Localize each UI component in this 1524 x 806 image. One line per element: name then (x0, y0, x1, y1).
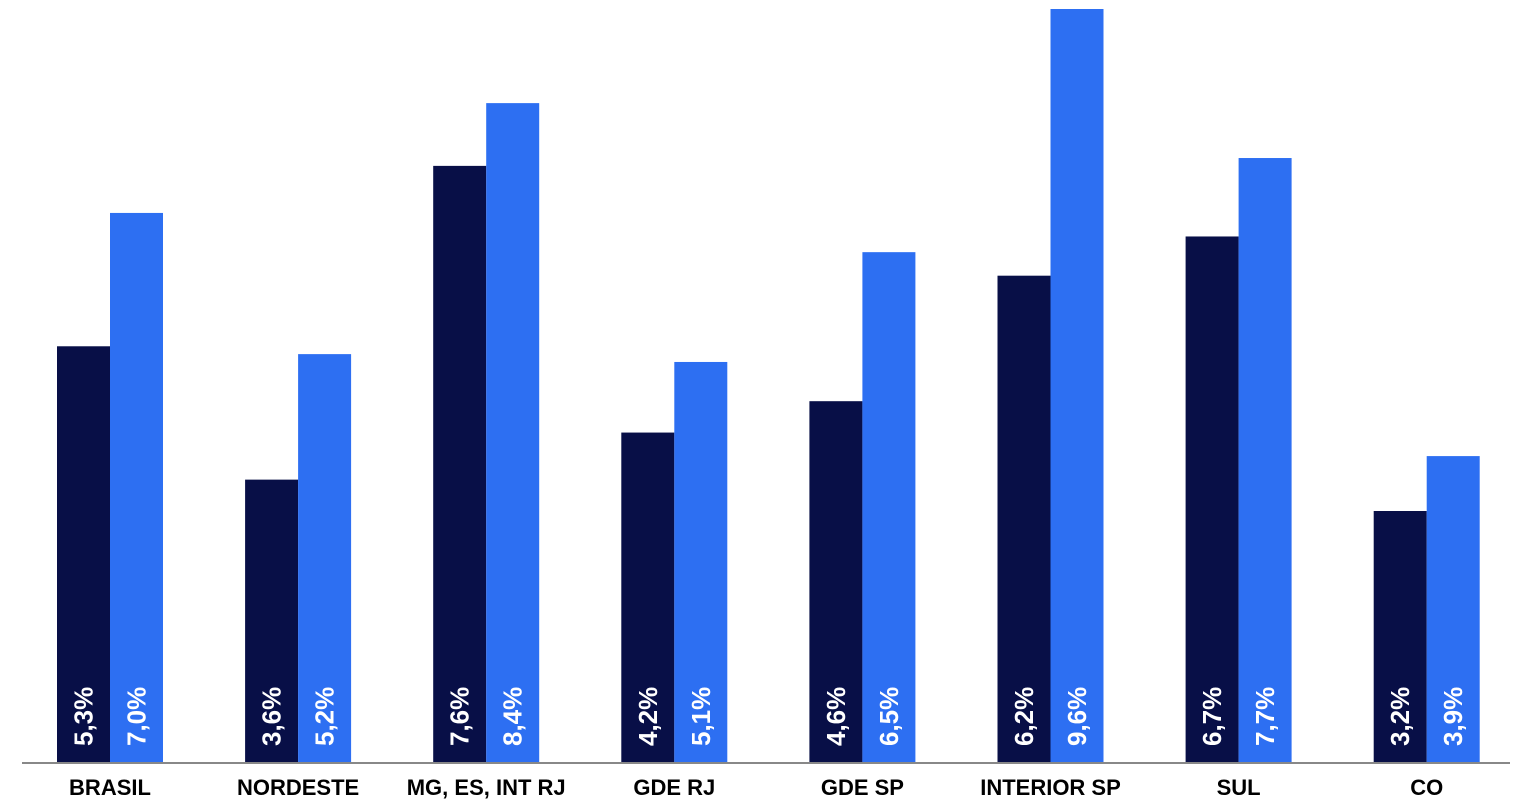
category-label-7: CO (1410, 775, 1443, 800)
value-label-series1-0: 5,3% (69, 687, 99, 746)
bar-series1-3 (621, 432, 675, 762)
bar-series1-5 (997, 275, 1051, 762)
bar-series2-5 (1050, 9, 1104, 762)
bar-series2-6 (1238, 158, 1292, 762)
category-label-6: SUL (1217, 775, 1261, 800)
value-label-series2-3: 5,1% (686, 687, 716, 746)
category-label-2: MG, ES, INT RJ (407, 775, 566, 800)
bar-series1-0 (57, 346, 110, 762)
bar-series1-6 (1185, 236, 1239, 763)
value-label-series1-1: 3,6% (257, 687, 287, 746)
bar-series2-0 (110, 212, 163, 762)
value-label-series2-2: 8,4% (498, 687, 528, 746)
value-label-series1-4: 4,6% (821, 687, 851, 746)
value-label-series2-6: 7,7% (1250, 687, 1280, 746)
value-label-series2-4: 6,5% (874, 687, 904, 746)
category-labels-layer: BRASIL NORDESTE MG, ES, INT RJ GDE RJ GDE SP… (69, 775, 1443, 800)
value-label-series1-3: 4,2% (633, 687, 663, 746)
value-label-series2-5: 9,6% (1062, 687, 1092, 746)
bar-series2-2 (486, 103, 540, 763)
value-label-series2-1: 5,2% (310, 687, 340, 746)
bar-series2-3 (674, 361, 728, 762)
value-labels-layer: 5,3% 7,0% 3,6% 5,2% 7,6% 8,4% 4,2% 5,1% 4,6% 6,5%… (69, 687, 1469, 746)
category-label-4: GDE SP (821, 775, 904, 800)
value-label-series2-0: 7,0% (122, 687, 152, 746)
bars-layer (57, 9, 1480, 763)
bar-series2-7 (1426, 456, 1480, 762)
value-label-series1-6: 6,7% (1197, 687, 1227, 746)
value-label-series1-7: 3,2% (1385, 687, 1415, 746)
value-label-series1-5: 6,2% (1009, 687, 1039, 746)
bar-series1-4 (809, 401, 863, 762)
bar-series1-2 (433, 165, 487, 763)
bar-series1-1 (245, 479, 299, 763)
bar-series1-7 (1373, 511, 1427, 762)
category-label-3: GDE RJ (633, 775, 715, 800)
category-label-1: NORDESTE (237, 775, 359, 800)
category-label-0: BRASIL (69, 775, 151, 800)
category-label-5: INTERIOR SP (980, 775, 1121, 800)
value-label-series1-2: 7,6% (445, 687, 475, 746)
value-label-series2-7: 3,9% (1438, 687, 1468, 746)
bar-series2-1 (298, 354, 352, 762)
bar-series2-4 (862, 252, 916, 762)
